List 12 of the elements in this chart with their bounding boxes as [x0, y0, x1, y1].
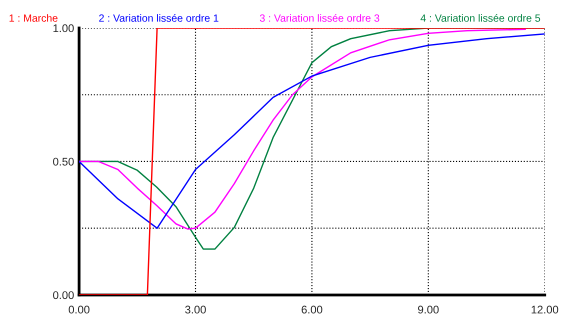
series-label: 3 : Variation lissée ordre 3	[260, 14, 380, 22]
series-label: 4 : Variation lissée ordre 5	[420, 14, 540, 22]
x-tick-label: 6.00	[302, 306, 322, 314]
y-tick-label: 0.50	[53, 158, 74, 166]
x-tick-label: 12.00	[532, 306, 558, 314]
x-tick-label: 0.00	[68, 306, 90, 314]
text: 2 : Variation lissée ordre 1	[99, 14, 218, 22]
text: 1 : Marche	[10, 14, 58, 22]
y-tick-label: 0.00	[53, 291, 74, 300]
x-tick-label: 9.00	[418, 306, 439, 314]
x-tick-label: 3.00	[185, 306, 206, 314]
y-tick-label: 1.00	[53, 24, 74, 32]
